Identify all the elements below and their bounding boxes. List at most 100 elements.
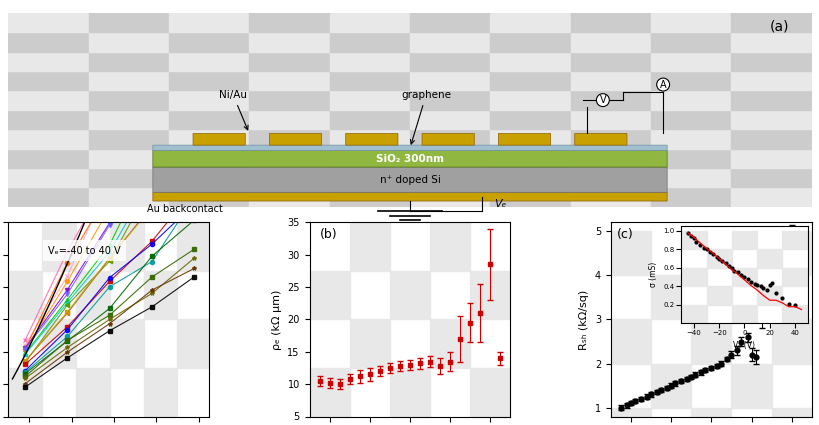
Bar [88, 51, 169, 71]
Bar [8, 368, 42, 416]
Text: Ni/Au: Ni/Au [219, 90, 247, 130]
FancyBboxPatch shape [152, 192, 667, 201]
Bar [570, 110, 650, 129]
Bar [570, 187, 650, 207]
Bar [329, 71, 410, 91]
Bar [410, 71, 490, 91]
Bar [731, 32, 811, 51]
Bar [329, 110, 410, 129]
Bar [650, 71, 731, 91]
Bar [310, 271, 350, 320]
Bar [143, 368, 177, 416]
Bar [490, 91, 570, 110]
Bar [8, 168, 88, 187]
Bar [177, 222, 211, 271]
Bar [249, 168, 329, 187]
Bar [350, 222, 390, 271]
Bar [249, 13, 329, 32]
Bar [490, 187, 570, 207]
Bar [169, 91, 249, 110]
Bar [650, 363, 690, 408]
Bar [410, 110, 490, 129]
FancyBboxPatch shape [152, 167, 667, 192]
Bar [76, 368, 110, 416]
Bar [8, 51, 88, 71]
Bar [731, 129, 811, 149]
Bar [490, 149, 570, 168]
Bar [329, 32, 410, 51]
Bar [570, 32, 650, 51]
Bar [570, 71, 650, 91]
Bar [410, 32, 490, 51]
Bar [329, 168, 410, 187]
Bar [249, 91, 329, 110]
Bar [329, 51, 410, 71]
Bar [430, 222, 470, 271]
Bar [88, 13, 169, 32]
Bar [410, 149, 490, 168]
Bar [731, 168, 811, 187]
Text: (d): (d) [787, 228, 805, 241]
Bar [490, 32, 570, 51]
Bar [410, 51, 490, 71]
Bar [329, 129, 410, 149]
Bar [650, 187, 731, 207]
Text: (a): (a) [769, 20, 789, 33]
Bar [88, 149, 169, 168]
Bar [249, 129, 329, 149]
Y-axis label: Rₛₕ (kΩ/sq): Rₛₕ (kΩ/sq) [579, 289, 589, 350]
Bar [8, 149, 88, 168]
FancyBboxPatch shape [422, 133, 473, 145]
Bar [470, 368, 509, 416]
Bar [610, 408, 650, 425]
Bar [8, 32, 88, 51]
Bar [570, 13, 650, 32]
Bar [329, 91, 410, 110]
Bar [410, 168, 490, 187]
Bar [650, 91, 731, 110]
Bar [88, 91, 169, 110]
Bar [610, 231, 650, 275]
Bar [88, 168, 169, 187]
Bar [570, 129, 650, 149]
Bar [650, 32, 731, 51]
Text: Au backcontact: Au backcontact [147, 204, 223, 214]
Bar [731, 149, 811, 168]
Bar [610, 320, 650, 363]
Bar [731, 13, 811, 32]
Bar [410, 13, 490, 32]
FancyBboxPatch shape [574, 133, 627, 145]
Bar [650, 51, 731, 71]
Bar [650, 168, 731, 187]
Bar [490, 51, 570, 71]
Bar [490, 13, 570, 32]
Bar [110, 320, 143, 368]
FancyBboxPatch shape [269, 133, 321, 145]
Bar [8, 129, 88, 149]
Bar [8, 271, 42, 320]
Bar [76, 271, 110, 320]
Bar [88, 32, 169, 51]
Bar [731, 51, 811, 71]
Bar [88, 129, 169, 149]
Bar [169, 32, 249, 51]
Y-axis label: ρₑ (kΩ μm): ρₑ (kΩ μm) [271, 289, 282, 350]
Bar [8, 187, 88, 207]
Bar [570, 149, 650, 168]
FancyBboxPatch shape [346, 133, 397, 145]
Bar [490, 129, 570, 149]
Text: V: V [599, 95, 605, 105]
FancyBboxPatch shape [152, 150, 667, 167]
Bar [249, 71, 329, 91]
Bar [650, 13, 731, 32]
Text: A: A [659, 79, 666, 90]
Bar [169, 129, 249, 149]
Bar [690, 231, 731, 275]
Bar [169, 149, 249, 168]
Text: Vₑ=-40 to 40 V: Vₑ=-40 to 40 V [48, 246, 120, 256]
Bar [430, 320, 470, 368]
Bar [8, 110, 88, 129]
Bar [650, 275, 690, 320]
Bar [731, 110, 811, 129]
Bar [731, 275, 771, 320]
